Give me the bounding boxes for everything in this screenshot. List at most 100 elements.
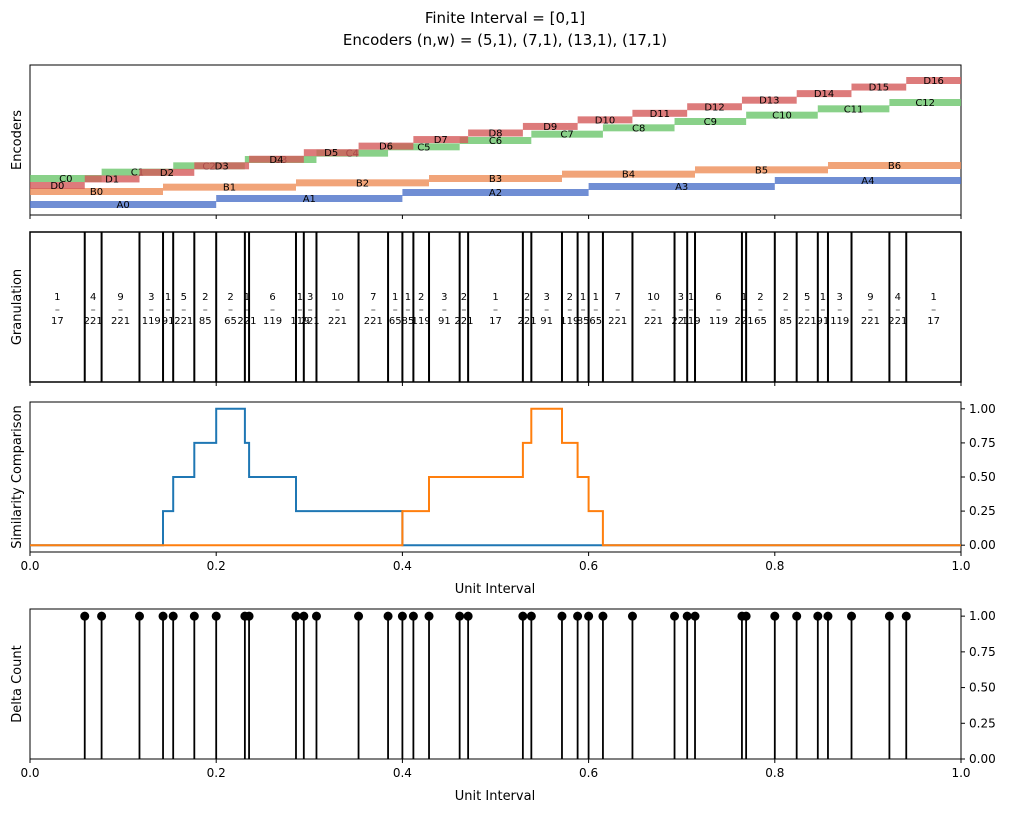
delta-stem-marker bbox=[901, 611, 911, 621]
encoder-bar-rect-D3 bbox=[194, 162, 250, 170]
granulation-denominator: 85 bbox=[779, 316, 792, 327]
figure-title-line1: Finite Interval = [0,1] bbox=[425, 9, 585, 27]
similarity-series-line-1 bbox=[30, 407, 961, 547]
delta-stem bbox=[901, 611, 911, 759]
delta-ytick-label: 0.25 bbox=[969, 716, 996, 730]
delta-stem-marker bbox=[792, 611, 802, 621]
delta-stem-marker bbox=[80, 611, 90, 621]
encoder-bar-label-C6: C6 bbox=[489, 136, 502, 147]
encoder-bar-D5: D5 bbox=[303, 148, 359, 159]
granulation-denominator: 119 bbox=[682, 316, 701, 327]
delta-stem-marker bbox=[244, 611, 254, 621]
encoder-bar-label-B1: B1 bbox=[223, 183, 236, 194]
encoder-bar-label-C5: C5 bbox=[417, 142, 430, 153]
encoder-bar-rect-D12 bbox=[687, 103, 742, 111]
delta-stem bbox=[408, 611, 418, 759]
granulation-numerator: 3 bbox=[837, 292, 843, 303]
granulation-denominator: 91 bbox=[817, 316, 830, 327]
encoder-bar-D6: D6 bbox=[358, 142, 414, 153]
encoder-bar-rect-D1 bbox=[84, 175, 140, 183]
encoders-panel: Encoders A0A1A2A3A4B0B1B2B3B4B5B6C0C1C2C… bbox=[10, 64, 962, 219]
granulation-fraction: 4 221 bbox=[888, 292, 907, 327]
encoder-bar-B6: B6 bbox=[828, 161, 961, 172]
granulation-denominator: 221 bbox=[301, 316, 320, 327]
granulation-numerator: 1 bbox=[244, 292, 250, 303]
delta-stem bbox=[584, 611, 594, 759]
delta-stem bbox=[823, 611, 833, 759]
encoder-bar-A4: A4 bbox=[774, 176, 961, 187]
delta-xtick-label: 0.0 bbox=[20, 766, 39, 780]
similarity-xtick-label: 0.0 bbox=[20, 559, 39, 573]
encoder-bar-label-D14: D14 bbox=[814, 89, 834, 100]
delta-xtick-label: 0.8 bbox=[765, 766, 784, 780]
encoder-bar-label-C7: C7 bbox=[560, 130, 573, 141]
granulation-denominator: 119 bbox=[142, 316, 161, 327]
delta-stem-marker bbox=[455, 611, 465, 621]
granulation-denominator: 91 bbox=[162, 316, 175, 327]
granulation-numerator: 3 bbox=[148, 292, 154, 303]
granulation-denominator: 221 bbox=[644, 316, 663, 327]
delta-stem bbox=[189, 611, 199, 759]
encoder-bar-C9: C9 bbox=[674, 117, 747, 128]
encoder-bar-rect-B4 bbox=[562, 170, 695, 178]
granulation-numerator: 1 bbox=[741, 292, 747, 303]
encoder-bar-B3: B3 bbox=[429, 174, 562, 185]
delta-stem-marker bbox=[463, 611, 473, 621]
granulation-fraction: 2 85 bbox=[199, 292, 212, 327]
granulation-numerator: 2 bbox=[227, 292, 233, 303]
delta-stem bbox=[397, 611, 407, 759]
delta-stem bbox=[598, 611, 608, 759]
granulation-numerator: 2 bbox=[418, 292, 424, 303]
figure-title-line2: Encoders (n,w) = (5,1), (7,1), (13,1), (… bbox=[343, 31, 667, 49]
encoder-bar-D14: D14 bbox=[796, 89, 852, 100]
granulation-numerator: 3 bbox=[307, 292, 313, 303]
delta-stem-marker bbox=[682, 611, 692, 621]
granulation-fraction: 1 91 bbox=[817, 292, 830, 327]
encoder-bar-rect-D9 bbox=[522, 122, 578, 130]
encoder-bar-label-A2: A2 bbox=[489, 188, 502, 199]
delta-stem bbox=[741, 611, 751, 759]
encoder-bar-rect-D5 bbox=[303, 149, 359, 157]
granulation-numerator: 1 bbox=[688, 292, 694, 303]
encoder-bar-D4: D4 bbox=[249, 155, 304, 166]
granulation-denominator: 119 bbox=[560, 316, 579, 327]
granulation-numerator: 2 bbox=[202, 292, 208, 303]
granulation-fraction: 10 221 bbox=[644, 292, 663, 327]
encoder-bar-label-B4: B4 bbox=[622, 170, 635, 181]
granulation-denominator: 17 bbox=[927, 316, 940, 327]
delta-stem bbox=[627, 611, 637, 759]
granulation-numerator: 3 bbox=[441, 292, 447, 303]
encoder-bar-label-D5: D5 bbox=[324, 148, 338, 159]
encoder-bar-rect-D15 bbox=[851, 83, 907, 91]
granulation-denominator: 65 bbox=[589, 316, 602, 327]
encoder-bar-D1: D1 bbox=[84, 174, 140, 185]
delta-stem bbox=[792, 611, 802, 759]
encoder-bar-A3: A3 bbox=[588, 182, 775, 193]
delta-stem-marker bbox=[134, 611, 144, 621]
encoder-bar-label-A4: A4 bbox=[861, 176, 874, 187]
similarity-ytick-label: 0.00 bbox=[969, 538, 996, 552]
granulation-numerator: 10 bbox=[647, 292, 660, 303]
delta-stem bbox=[573, 611, 583, 759]
granulation-denominator: 17 bbox=[489, 316, 502, 327]
delta-stem-marker bbox=[598, 611, 608, 621]
encoder-bar-D11: D11 bbox=[632, 109, 688, 120]
encoder-bar-D15: D15 bbox=[851, 83, 907, 94]
delta-stem bbox=[354, 611, 364, 759]
encoder-bar-label-D13: D13 bbox=[759, 96, 779, 107]
delta-stem bbox=[80, 611, 90, 759]
granulation-denominator: 221 bbox=[861, 316, 880, 327]
granulation-numerator: 4 bbox=[895, 292, 901, 303]
encoder-bar-label-D6: D6 bbox=[379, 142, 393, 153]
granulation-numerator: 1 bbox=[297, 292, 303, 303]
delta-xtick-label: 0.4 bbox=[393, 766, 412, 780]
encoder-bar-rect-C5 bbox=[388, 143, 460, 151]
granulation-fraction: 3 91 bbox=[540, 292, 553, 327]
encoder-bar-label-D11: D11 bbox=[650, 109, 670, 120]
delta-stem bbox=[299, 611, 309, 759]
granulation-numerator: 5 bbox=[181, 292, 187, 303]
delta-stem bbox=[847, 611, 857, 759]
encoder-bar-label-B0: B0 bbox=[90, 187, 103, 198]
encoder-bar-label-D3: D3 bbox=[215, 161, 229, 172]
